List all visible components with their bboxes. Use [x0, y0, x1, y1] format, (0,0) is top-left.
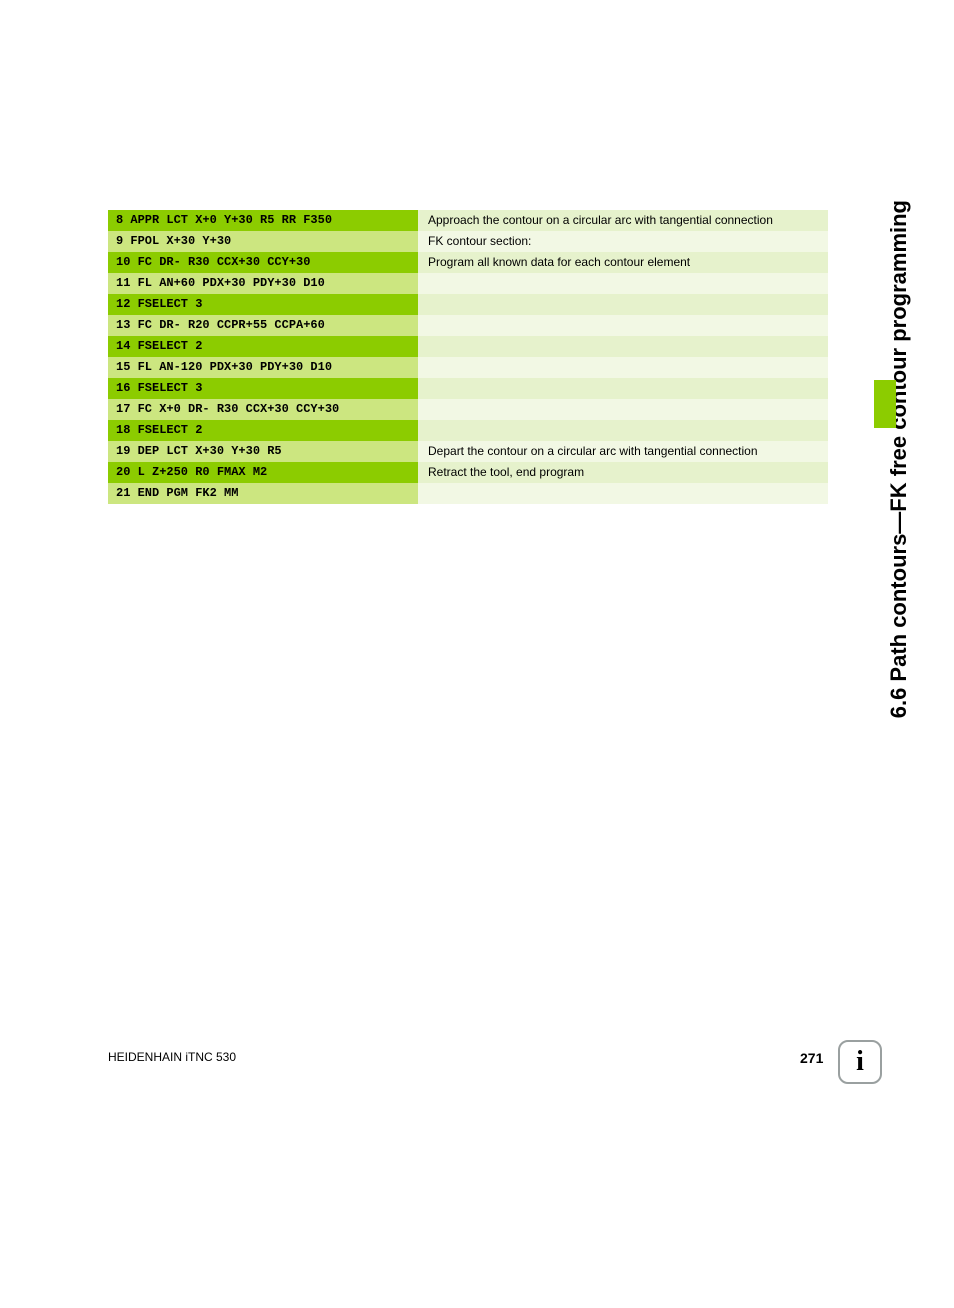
table-row: 11 FL AN+60 PDX+30 PDY+30 D10	[108, 273, 828, 294]
desc-cell: Depart the contour on a circular arc wit…	[418, 441, 828, 462]
code-cell: 12 FSELECT 3	[108, 294, 418, 315]
code-cell: 20 L Z+250 R0 FMAX M2	[108, 462, 418, 483]
table-row: 16 FSELECT 3	[108, 378, 828, 399]
desc-cell	[418, 294, 828, 315]
desc-cell	[418, 273, 828, 294]
table-row: 21 END PGM FK2 MM	[108, 483, 828, 504]
table-row: 9 FPOL X+30 Y+30FK contour section:	[108, 231, 828, 252]
desc-cell	[418, 399, 828, 420]
desc-cell: FK contour section:	[418, 231, 828, 252]
code-cell: 17 FC X+0 DR- R30 CCX+30 CCY+30	[108, 399, 418, 420]
desc-cell	[418, 357, 828, 378]
code-cell: 15 FL AN-120 PDX+30 PDY+30 D10	[108, 357, 418, 378]
table-row: 12 FSELECT 3	[108, 294, 828, 315]
code-cell: 14 FSELECT 2	[108, 336, 418, 357]
table-row: 14 FSELECT 2	[108, 336, 828, 357]
code-cell: 21 END PGM FK2 MM	[108, 483, 418, 504]
table-row: 8 APPR LCT X+0 Y+30 R5 RR F350Approach t…	[108, 210, 828, 231]
side-tab	[874, 380, 896, 428]
program-table: 8 APPR LCT X+0 Y+30 R5 RR F350Approach t…	[108, 210, 828, 504]
code-cell: 9 FPOL X+30 Y+30	[108, 231, 418, 252]
info-icon: i	[838, 1040, 882, 1084]
table-row: 19 DEP LCT X+30 Y+30 R5Depart the contou…	[108, 441, 828, 462]
footer-product: HEIDENHAIN iTNC 530	[108, 1050, 236, 1064]
section-title: 6.6 Path contours—FK free contour progra…	[886, 200, 912, 740]
page: 8 APPR LCT X+0 Y+30 R5 RR F350Approach t…	[0, 0, 954, 1308]
code-cell: 10 FC DR- R30 CCX+30 CCY+30	[108, 252, 418, 273]
desc-cell	[418, 483, 828, 504]
desc-cell	[418, 336, 828, 357]
desc-cell	[418, 315, 828, 336]
table-row: 20 L Z+250 R0 FMAX M2Retract the tool, e…	[108, 462, 828, 483]
table-row: 13 FC DR- R20 CCPR+55 CCPA+60	[108, 315, 828, 336]
footer-page-number: 271	[800, 1050, 823, 1066]
code-cell: 16 FSELECT 3	[108, 378, 418, 399]
desc-cell: Program all known data for each contour …	[418, 252, 828, 273]
table-row: 18 FSELECT 2	[108, 420, 828, 441]
desc-cell: Retract the tool, end program	[418, 462, 828, 483]
code-cell: 11 FL AN+60 PDX+30 PDY+30 D10	[108, 273, 418, 294]
desc-cell: Approach the contour on a circular arc w…	[418, 210, 828, 231]
code-cell: 19 DEP LCT X+30 Y+30 R5	[108, 441, 418, 462]
table-row: 10 FC DR- R30 CCX+30 CCY+30Program all k…	[108, 252, 828, 273]
desc-cell	[418, 420, 828, 441]
desc-cell	[418, 378, 828, 399]
table-row: 17 FC X+0 DR- R30 CCX+30 CCY+30	[108, 399, 828, 420]
table-row: 15 FL AN-120 PDX+30 PDY+30 D10	[108, 357, 828, 378]
code-cell: 8 APPR LCT X+0 Y+30 R5 RR F350	[108, 210, 418, 231]
code-cell: 13 FC DR- R20 CCPR+55 CCPA+60	[108, 315, 418, 336]
code-cell: 18 FSELECT 2	[108, 420, 418, 441]
